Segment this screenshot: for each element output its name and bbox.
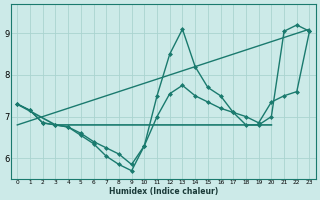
X-axis label: Humidex (Indice chaleur): Humidex (Indice chaleur): [109, 187, 218, 196]
